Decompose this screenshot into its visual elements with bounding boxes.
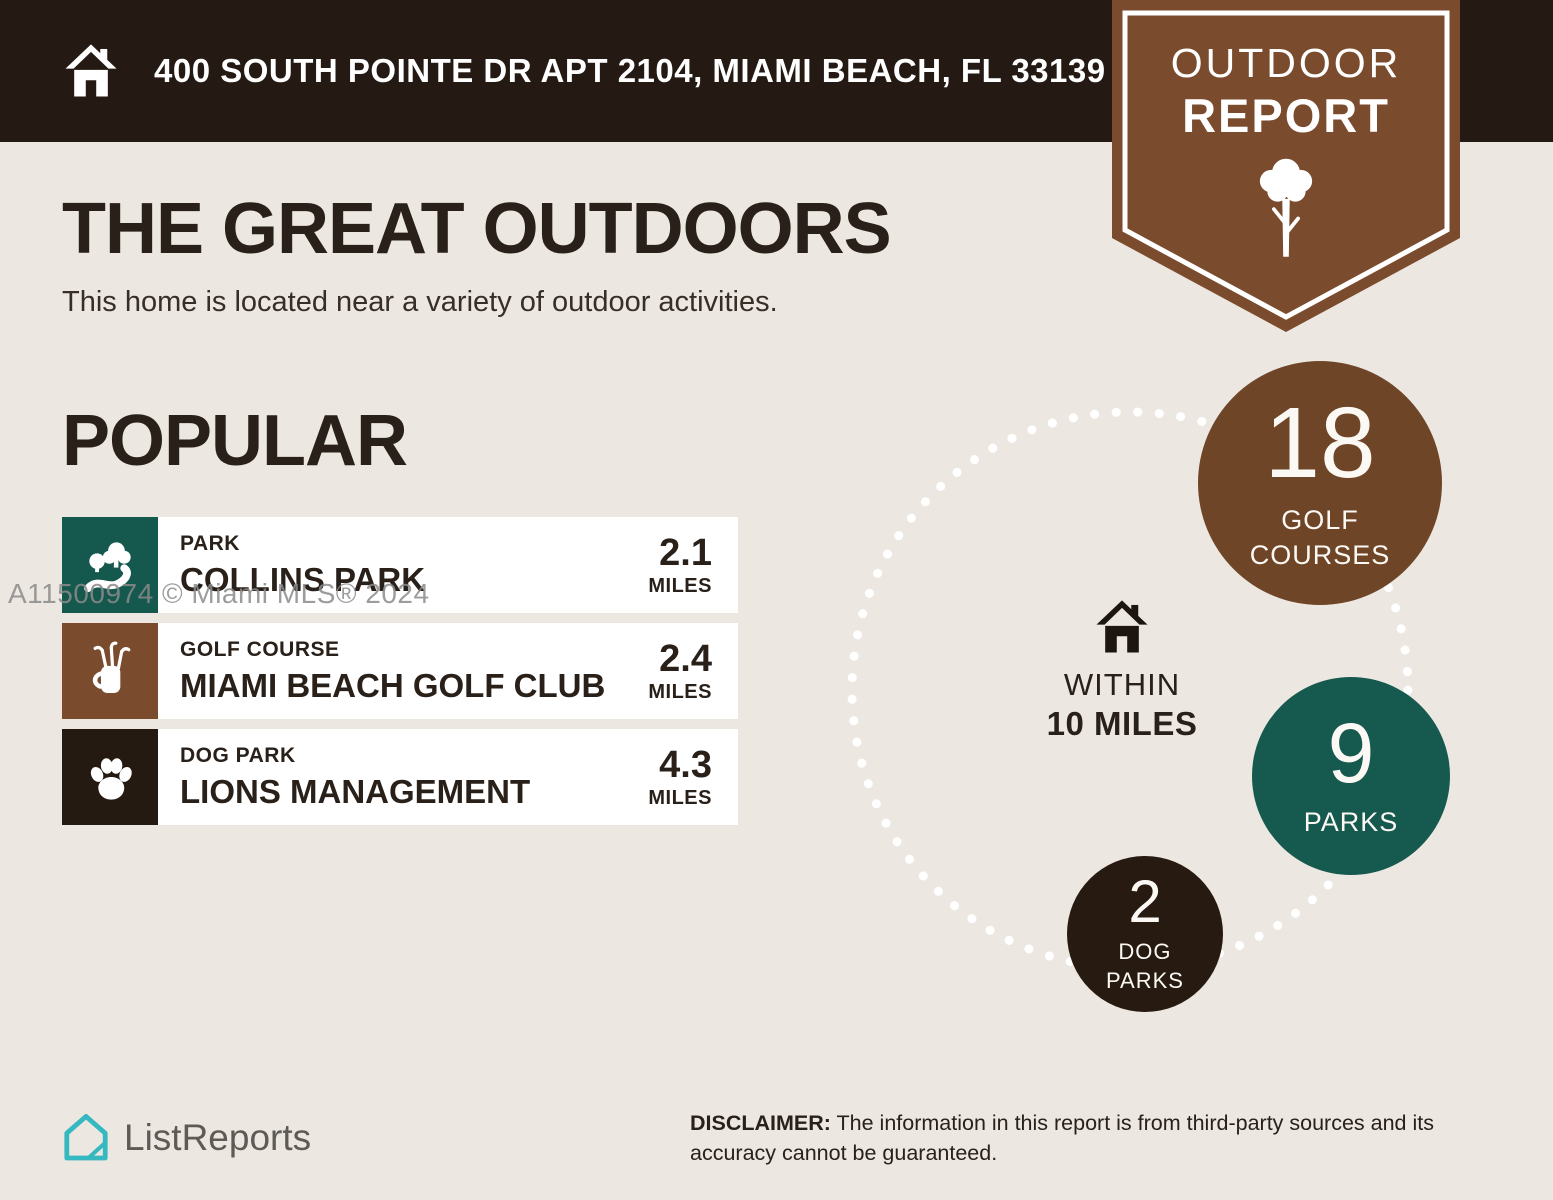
page-title: THE GREAT OUTDOORS [62,189,892,269]
category-label: DOG PARK [180,743,296,767]
parks-stat-circle: 9 PARKS [1252,677,1450,875]
golf-text: GOLF COURSE MIAMI BEACH GOLF CLUB [158,623,608,719]
category-label: PARK [180,531,240,555]
park-tile [62,517,158,613]
popular-list: PARK COLLINS PARK 2.1 MILES [62,517,738,835]
page-subtitle: This home is located near a variety of o… [62,286,778,318]
radius-center: WITHIN 10 MILES [1032,598,1212,743]
parks-count: 9 [1327,706,1375,801]
house-icon [1096,600,1148,653]
popular-heading: POPULAR [62,401,408,481]
dog-parks-count: 2 [1128,868,1162,936]
paw-icon [90,758,132,800]
listreports-logo: ListReports [62,1112,311,1164]
listreports-house-icon [64,1114,108,1161]
category-label: GOLF COURSE [180,637,340,661]
dog-parks-stat-circle: 2 DOG PARKS [1067,856,1223,1012]
park-trees-icon [84,542,131,593]
outdoor-report-badge: OUTDOOR REPORT [1112,0,1460,332]
distance-value: 2.4 [659,638,712,680]
distance-value: 2.1 [659,532,712,574]
distance-unit: MILES [648,787,712,809]
golf-distance: 2.4 MILES [608,623,738,719]
distance-unit: MILES [648,681,712,703]
brand-name: ListReports [124,1117,312,1158]
within-label: WITHIN [1063,667,1181,702]
golf-bag-icon [92,641,131,693]
parks-label: PARKS [1303,807,1399,838]
list-item-park: PARK COLLINS PARK 2.1 MILES [62,517,738,613]
dog-parks-label: DOG PARKS [1106,939,1184,993]
place-name: LIONS MANAGEMENT [180,772,531,810]
golf-courses-stat-circle: 18 GOLF COURSES [1198,361,1442,605]
park-text: PARK COLLINS PARK [158,517,608,613]
place-name: COLLINS PARK [180,560,426,598]
badge-title-line2: REPORT [1182,89,1390,142]
golf-courses-count: 18 [1264,386,1376,499]
golf-tile [62,623,158,719]
badge-title-line1: OUTDOOR [1170,40,1402,86]
property-address: 400 SOUTH POINTE DR APT 2104, MIAMI BEAC… [154,52,1106,89]
dog-park-text: DOG PARK LIONS MANAGEMENT [158,729,608,825]
disclaimer-label: DISCLAIMER: [690,1111,831,1135]
place-name: MIAMI BEACH GOLF CLUB [180,666,606,704]
disclaimer-body: The information in this report is from t… [690,1111,1434,1166]
dog-park-distance: 4.3 MILES [608,729,738,825]
disclaimer-text: DISCLAIMER: The information in this repo… [690,1108,1502,1168]
dog-park-tile [62,729,158,825]
distance-value: 4.3 [659,744,712,786]
list-item-dog-park: DOG PARK LIONS MANAGEMENT 4.3 MILES [62,729,738,825]
radius-miles-label: 10 MILES [1046,705,1198,742]
tree-icon [1259,158,1313,257]
distance-unit: MILES [648,575,712,597]
home-icon [65,44,117,97]
park-distance: 2.1 MILES [608,517,738,613]
golf-courses-label: GOLF COURSES [1249,504,1391,570]
list-item-golf: GOLF COURSE MIAMI BEACH GOLF CLUB 2.4 MI… [62,623,738,719]
mls-watermark: A11500974 © Miami MLS® 2024 [8,578,430,609]
